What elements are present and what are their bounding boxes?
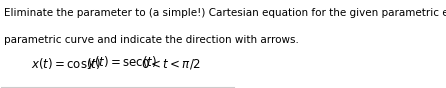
Text: $0 < t < \pi/2$: $0 < t < \pi/2$ [141, 57, 201, 71]
Text: parametric curve and indicate the direction with arrows.: parametric curve and indicate the direct… [4, 35, 299, 45]
Text: Eliminate the parameter to (a simple!) Cartesian equation for the given parametr: Eliminate the parameter to (a simple!) C… [4, 8, 446, 18]
Text: $x(t) = \cos(t)$: $x(t) = \cos(t)$ [31, 56, 101, 71]
Text: $y(t) = \sec(t)$: $y(t) = \sec(t)$ [87, 54, 157, 71]
